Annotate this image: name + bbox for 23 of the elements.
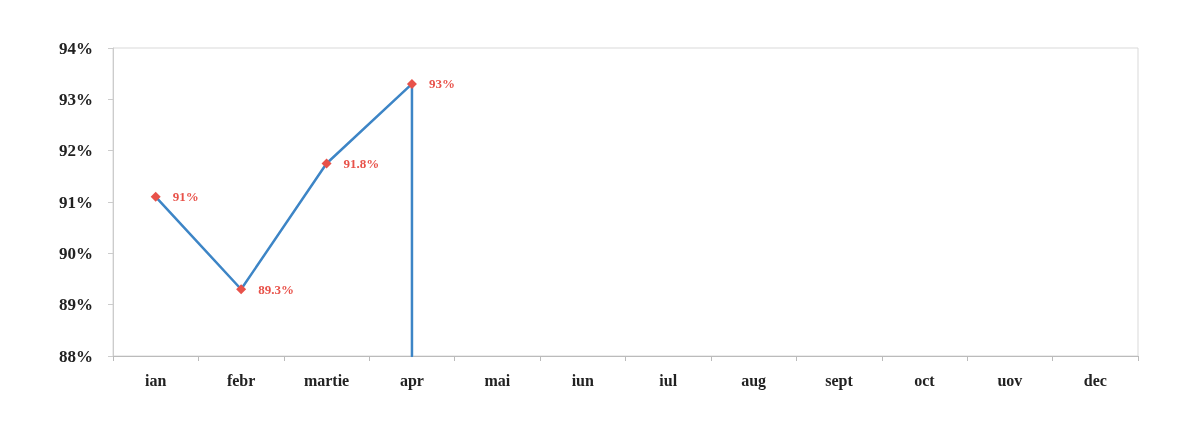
x-tick-label: dec — [1083, 371, 1107, 389]
x-tick-label: mai — [484, 371, 511, 389]
x-tick-label: iun — [571, 371, 595, 389]
x-tick-label: martie — [303, 371, 350, 389]
x-tick-label: uov — [997, 371, 1023, 389]
x-tick-label: febr — [226, 371, 256, 389]
y-tick-label: 94% — [59, 38, 93, 58]
y-tick-label: 90% — [59, 243, 93, 263]
x-tick-label: apr — [399, 371, 424, 390]
y-tick-label: 91% — [59, 192, 93, 212]
x-tick-label: ian — [145, 371, 167, 389]
y-tick-label: 88% — [59, 346, 93, 366]
data-label: 91.8% — [343, 156, 380, 171]
x-tick-label: oct — [914, 371, 936, 389]
data-label: 89.3% — [258, 281, 294, 297]
x-tick-label: aug — [741, 371, 767, 390]
y-tick-label: 92% — [59, 141, 93, 161]
data-label: 91% — [172, 189, 199, 205]
x-tick-label: iul — [659, 371, 678, 389]
x-tick-label: sept — [825, 371, 854, 390]
y-tick-label: 89% — [59, 295, 93, 315]
y-tick-label: 93% — [59, 89, 93, 109]
data-label: 93% — [428, 76, 455, 92]
